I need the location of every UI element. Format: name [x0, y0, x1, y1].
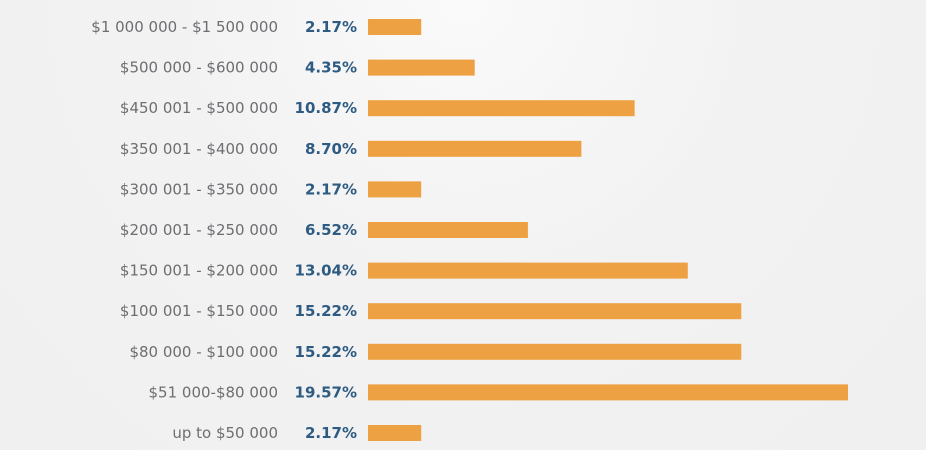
- category-label: $300 001 - $350 000: [120, 180, 278, 198]
- category-label: $100 001 - $150 000: [120, 302, 278, 320]
- bar: [368, 425, 422, 441]
- value-label: 2.17%: [305, 424, 357, 442]
- value-label: 15.22%: [295, 302, 357, 320]
- category-label: $150 001 - $200 000: [120, 262, 278, 280]
- category-label: $200 001 - $250 000: [120, 221, 278, 239]
- bar: [368, 19, 422, 35]
- bar: [368, 343, 742, 360]
- value-label: 6.52%: [305, 221, 357, 239]
- value-label: 19.57%: [295, 383, 357, 401]
- value-label: 15.22%: [295, 343, 357, 361]
- value-label: 13.04%: [295, 262, 357, 280]
- category-label: $350 001 - $400 000: [120, 140, 278, 158]
- bar: [368, 59, 475, 76]
- bar: [368, 303, 742, 320]
- bar: [368, 181, 422, 198]
- category-label: $51 000-$80 000: [149, 383, 278, 401]
- bar: [368, 222, 528, 238]
- value-label: 2.17%: [305, 18, 357, 36]
- value-label: 4.35%: [305, 59, 357, 77]
- category-label: $450 001 - $500 000: [120, 99, 278, 117]
- category-label: $80 000 - $100 000: [129, 343, 278, 361]
- category-label: $1 000 000 - $1 500 000: [91, 18, 278, 36]
- bar: [368, 384, 848, 401]
- category-label: $500 000 - $600 000: [120, 59, 278, 77]
- value-label: 10.87%: [295, 99, 357, 117]
- bar: [368, 140, 582, 157]
- value-label: 2.17%: [305, 180, 357, 198]
- category-label: up to $50 000: [172, 424, 278, 442]
- bar: [368, 100, 635, 117]
- value-label: 8.70%: [305, 140, 357, 158]
- bar: [368, 262, 688, 279]
